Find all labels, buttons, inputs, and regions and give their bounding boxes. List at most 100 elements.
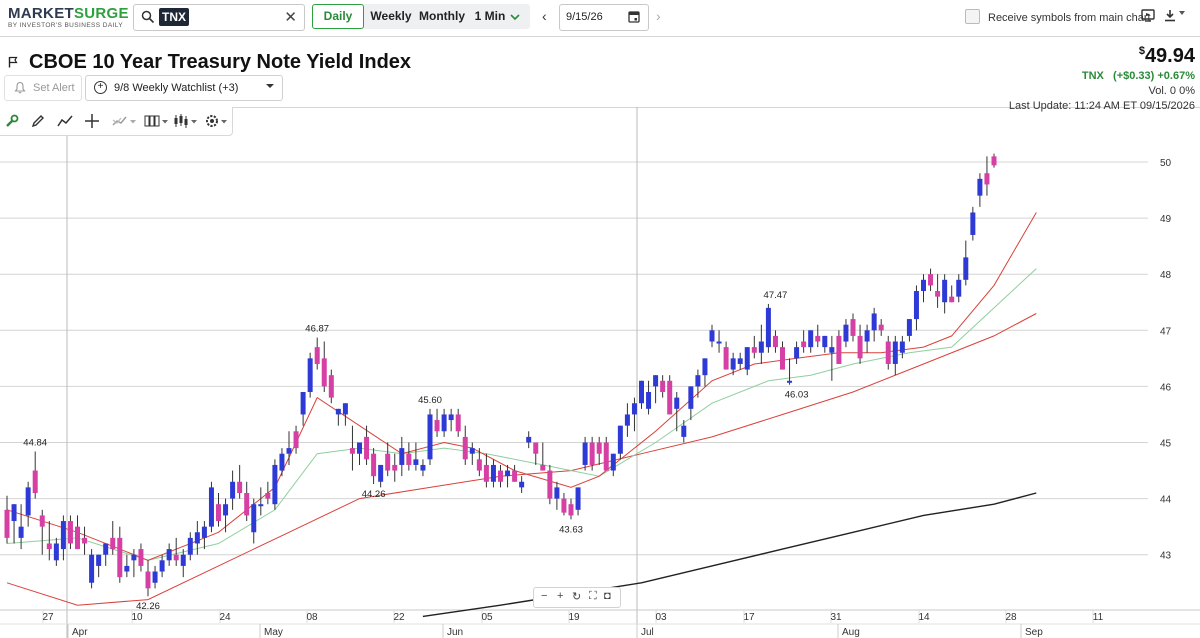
candle-body <box>469 448 475 454</box>
candle-body <box>194 532 200 544</box>
candle <box>406 442 412 471</box>
candle-body <box>674 397 680 409</box>
candle-body <box>892 341 898 364</box>
candle-body <box>392 464 398 471</box>
candle <box>758 324 764 364</box>
candle <box>110 521 116 555</box>
tab-1-min[interactable]: 1 Min <box>474 9 506 23</box>
candle <box>223 498 229 533</box>
candle <box>892 335 898 376</box>
x-tick-label: 11 <box>1093 612 1104 623</box>
bar-type-icon[interactable] <box>143 112 161 130</box>
candle <box>780 341 785 370</box>
candle <box>737 352 743 370</box>
price-value: 49.94 <box>1144 45 1195 67</box>
candle <box>420 459 426 477</box>
candle-body <box>695 375 701 387</box>
screenshot-icon[interactable]: ◘ <box>604 590 611 602</box>
candle-body <box>913 291 919 320</box>
candle-body <box>208 487 214 527</box>
candle <box>321 341 327 393</box>
trend-line-icon[interactable] <box>56 112 74 130</box>
reset-zoom-icon[interactable]: ↻ <box>572 591 582 603</box>
candle-type-caret-icon[interactable] <box>191 120 197 124</box>
candle-body <box>223 504 229 516</box>
candle <box>265 481 271 505</box>
candle <box>469 442 475 465</box>
zoom-out-icon[interactable]: − <box>541 590 548 602</box>
watchlist-dropdown[interactable]: + 9/8 Weekly Watchlist (+3) <box>85 75 283 101</box>
candle <box>575 487 581 516</box>
candle <box>357 442 362 465</box>
candle-body <box>293 431 299 449</box>
candle-body <box>794 347 800 359</box>
download-icon[interactable] <box>1164 9 1176 22</box>
pattern-icon[interactable] <box>111 112 129 130</box>
prev-date-arrow[interactable]: ‹ <box>542 8 547 24</box>
date-input[interactable]: 9/15/26 <box>559 4 649 31</box>
candle <box>878 319 884 336</box>
candle-body <box>610 453 616 471</box>
candle <box>490 459 496 488</box>
pencil-icon[interactable] <box>29 112 47 130</box>
candle-body <box>505 470 511 477</box>
tab-weekly[interactable]: Weekly <box>370 9 412 23</box>
wrench-icon[interactable] <box>3 112 21 130</box>
y-tick-label: 43 <box>1160 551 1172 562</box>
calendar-icon[interactable] <box>628 10 640 23</box>
fit-chart-icon[interactable]: ⛶ <box>589 590 597 602</box>
chevron-down-icon[interactable] <box>510 13 520 21</box>
candle <box>371 448 377 485</box>
tab-monthly[interactable]: Monthly <box>419 9 465 23</box>
clear-search-icon[interactable]: ✕ <box>284 9 297 26</box>
download-options-icon[interactable] <box>1179 11 1185 16</box>
candle <box>660 375 666 398</box>
candle <box>906 319 912 342</box>
crosshair-icon[interactable] <box>83 112 101 130</box>
candle <box>173 537 179 566</box>
candle <box>32 451 38 499</box>
candle-body <box>82 537 88 544</box>
add-to-watchlist-icon: + <box>94 81 107 94</box>
flag-icon[interactable] <box>8 56 18 68</box>
marketsurge-logo[interactable]: MARKETSURGE BY INVESTOR'S BUSINESS DAILY <box>8 5 129 29</box>
settings-icon[interactable] <box>203 112 221 130</box>
candle-body <box>138 549 144 566</box>
candle-type-icon[interactable] <box>172 112 190 130</box>
symbol-header: CBOE 10 Year Treasury Note Yield Index S… <box>0 37 1200 112</box>
candle <box>829 335 835 381</box>
zoom-in-icon[interactable]: + <box>557 590 564 602</box>
x-tick-label: 22 <box>393 612 405 623</box>
candle <box>787 358 793 385</box>
candle <box>187 532 193 561</box>
tab-daily[interactable]: Daily <box>312 4 364 29</box>
candle <box>152 565 158 589</box>
next-date-arrow[interactable]: › <box>656 8 661 24</box>
price-chart[interactable]: 43 44 45 46 47 48 49 50 27 10 24 08 22 05 19 03 17 31 14 28… <box>0 107 1200 638</box>
pattern-caret-icon[interactable] <box>130 120 136 124</box>
settings-caret-icon[interactable] <box>221 120 227 124</box>
candle-body <box>653 375 659 387</box>
candle <box>899 335 905 359</box>
candle-body <box>11 504 17 522</box>
price-currency: $ <box>1138 45 1145 57</box>
candle-body <box>166 549 172 561</box>
candle <box>617 425 623 460</box>
candle <box>547 464 553 505</box>
candle-body <box>420 464 426 471</box>
receive-symbols-toggle[interactable]: Receive symbols from main chart <box>965 9 1151 24</box>
candle <box>208 481 214 533</box>
y-tick-label: 49 <box>1160 214 1172 225</box>
candle-body <box>349 448 355 454</box>
candle-body <box>67 521 73 544</box>
set-alert-button[interactable]: Set Alert <box>4 75 82 101</box>
bar-type-caret-icon[interactable] <box>162 120 168 124</box>
symbol-search-input[interactable]: TNX ✕ <box>133 4 305 31</box>
candle <box>237 464 243 499</box>
candle-body <box>899 341 905 353</box>
candle-body <box>519 481 525 488</box>
receive-symbols-checkbox[interactable] <box>965 9 980 24</box>
share-chart-icon[interactable] <box>1141 9 1155 22</box>
candle-body <box>758 341 764 353</box>
candle <box>4 495 10 544</box>
